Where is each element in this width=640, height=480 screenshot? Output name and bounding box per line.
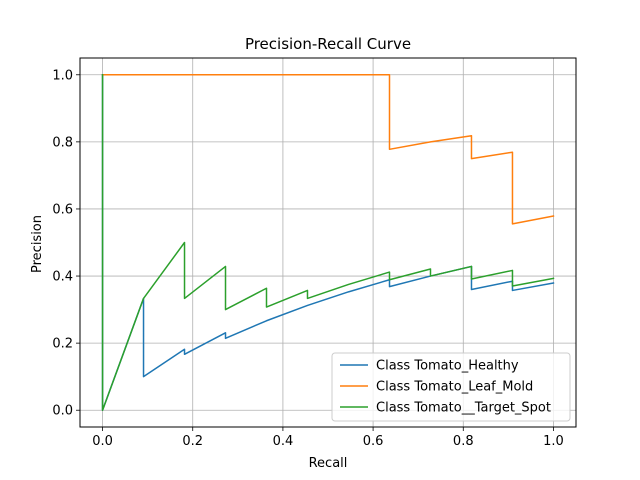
series-line-2: [101, 74, 555, 225]
y-tick-label: 1.0: [52, 68, 73, 83]
series-line-1: [101, 74, 555, 411]
y-tick-label: 0.6: [52, 202, 73, 217]
series-lines: [101, 74, 555, 411]
x-tick-label: 0.8: [453, 434, 474, 449]
x-axis-label: Recall: [309, 456, 348, 471]
plot-frame: [79, 57, 577, 428]
series-line-3: [101, 74, 555, 411]
y-axis-ticks: 0.0 0.2 0.4 0.6 0.8 1.0: [52, 68, 80, 419]
y-tick-label: 0.2: [52, 337, 73, 352]
y-tick-label: 0.0: [52, 404, 73, 419]
x-axis-ticks: 0.0 0.2 0.4 0.6 0.8 1.0: [92, 427, 564, 449]
x-tick-label: 1.0: [543, 434, 564, 449]
x-tick-label: 0.2: [182, 434, 203, 449]
y-axis-label: Precision: [30, 215, 45, 273]
legend: Class Tomato_Healthy Class Tomato_Leaf_Mo…: [331, 352, 571, 422]
x-tick-label: 0.4: [273, 434, 294, 449]
x-tick-label: 0.0: [92, 434, 113, 449]
grid-lines: [80, 58, 576, 427]
legend-label-1: Class Tomato_Healthy: [376, 359, 519, 374]
y-tick-label: 0.8: [52, 135, 73, 150]
y-tick-label: 0.4: [52, 270, 73, 285]
legend-box: [331, 352, 571, 422]
legend-label-3: Class Tomato__Target_Spot: [376, 401, 551, 416]
x-tick-label: 0.6: [363, 434, 384, 449]
chart-title: Precision-Recall Curve: [245, 35, 411, 53]
legend-label-2: Class Tomato_Leaf_Mold: [376, 380, 533, 395]
